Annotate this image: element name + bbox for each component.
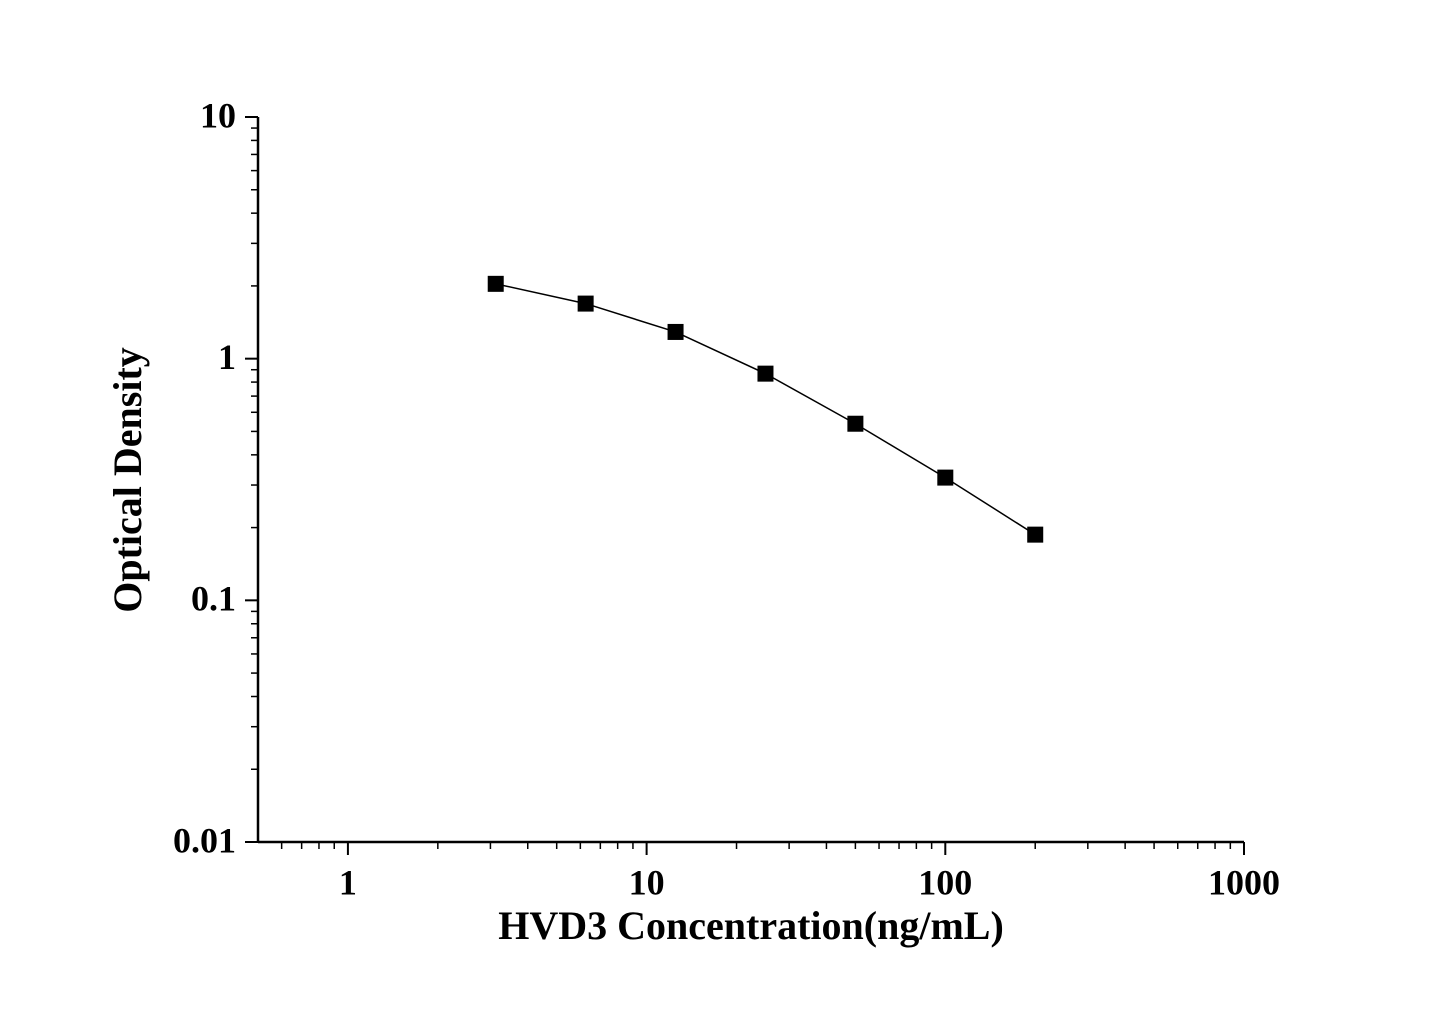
y-tick-label: 10	[200, 95, 236, 135]
marker	[487, 275, 504, 292]
marker	[667, 323, 684, 340]
x-tick-label: 1000	[1208, 862, 1280, 902]
y-axis-title: Optical Density	[105, 347, 150, 613]
marker	[757, 365, 774, 382]
x-tick-label: 1	[339, 862, 357, 902]
line	[495, 283, 1036, 536]
x-tick-label: 10	[629, 862, 665, 902]
y-tick-label: 0.1	[191, 579, 236, 619]
marker	[577, 295, 594, 312]
marker	[847, 415, 864, 432]
x-axis-title: HVD3 Concentration(ng/mL)	[498, 903, 1004, 948]
marker	[1027, 526, 1044, 543]
x-tick-label: 100	[918, 862, 972, 902]
y-tick-label: 1	[218, 337, 236, 377]
marker	[937, 469, 954, 486]
y-tick-label: 0.01	[173, 820, 236, 860]
